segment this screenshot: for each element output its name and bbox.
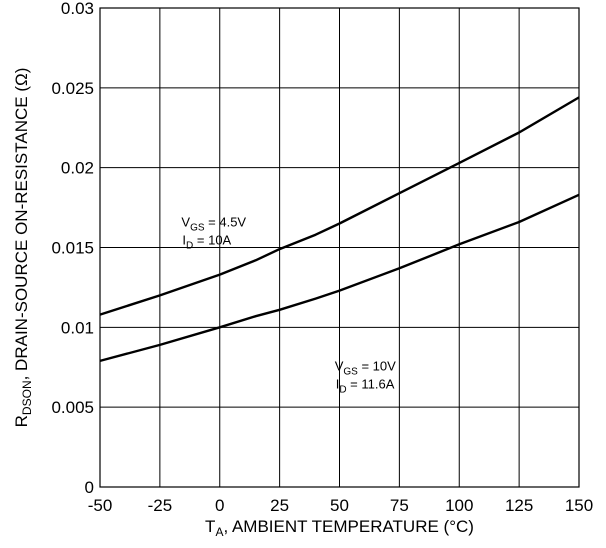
y-axis-label-sub: DSON (20, 380, 34, 415)
x-tick-label: 0 (215, 496, 224, 515)
x-tick-label: -25 (148, 496, 173, 515)
x-tick-label: 25 (270, 496, 289, 515)
x-tick-labels: -50 -25 0 25 50 75 100 125 150 (88, 496, 593, 515)
x-tick-label: 75 (390, 496, 409, 515)
y-tick-label: 0.005 (51, 398, 94, 417)
annotation-symbol: V (335, 358, 344, 373)
annotation-value: = 4.5V (205, 215, 247, 230)
annotation-value: = 10A (193, 233, 231, 248)
annotation-2-line-2: ID = 11.6A (336, 376, 395, 395)
x-tick-label: -50 (88, 496, 113, 515)
x-axis-label: TA, AMBIENT TEMPERATURE (°C) (205, 517, 474, 539)
x-tick-label: 100 (445, 496, 473, 515)
annotation-symbol: I (182, 233, 186, 248)
annotation-symbol: V (181, 215, 190, 230)
series-line-2 (99, 193, 580, 363)
y-tick-label: 0.02 (61, 159, 94, 178)
plot-frame (99, 7, 580, 488)
x-tick-label: 50 (330, 496, 349, 515)
x-axis-label-sub: A (215, 525, 223, 539)
y-tick-label: 0.025 (51, 79, 94, 98)
y-axis-label: RDSON, DRAIN-SOURCE ON-RESISTANCE (Ω) (12, 68, 34, 428)
y-tick-labels: 0 0.005 0.01 0.015 0.02 0.025 0.03 (51, 0, 94, 497)
series-layer (99, 96, 580, 363)
y-tick-label: 0 (85, 478, 94, 497)
annotation-symbol: I (336, 376, 340, 391)
annotation-value: = 11.6A (347, 376, 395, 391)
grid (99, 7, 580, 488)
x-axis-label-main: T (205, 517, 215, 536)
annotation-value: = 10V (358, 358, 396, 373)
annotation-subscript: D (186, 241, 193, 252)
annotation-subscript: GS (190, 223, 205, 234)
y-tick-label: 0.01 (61, 318, 94, 337)
y-axis-label-main: R (12, 415, 31, 427)
series-line-1 (99, 96, 580, 316)
annotation-1-line-1: VGS = 4.5V (181, 215, 246, 234)
x-tick-label: 150 (565, 496, 593, 515)
annotation-subscript: GS (343, 366, 358, 377)
y-tick-label: 0.03 (61, 0, 94, 18)
x-axis-label-rest: , AMBIENT TEMPERATURE (°C) (223, 517, 474, 536)
x-tick-label: 125 (505, 496, 533, 515)
y-tick-label: 0.015 (51, 239, 94, 258)
annotation-1-line-2: ID = 10A (182, 233, 231, 252)
annotation-2-line-1: VGS = 10V (335, 358, 396, 377)
annotation-subscript: D (339, 384, 346, 395)
y-axis-label-rest: , DRAIN-SOURCE ON-RESISTANCE (Ω) (12, 68, 31, 381)
